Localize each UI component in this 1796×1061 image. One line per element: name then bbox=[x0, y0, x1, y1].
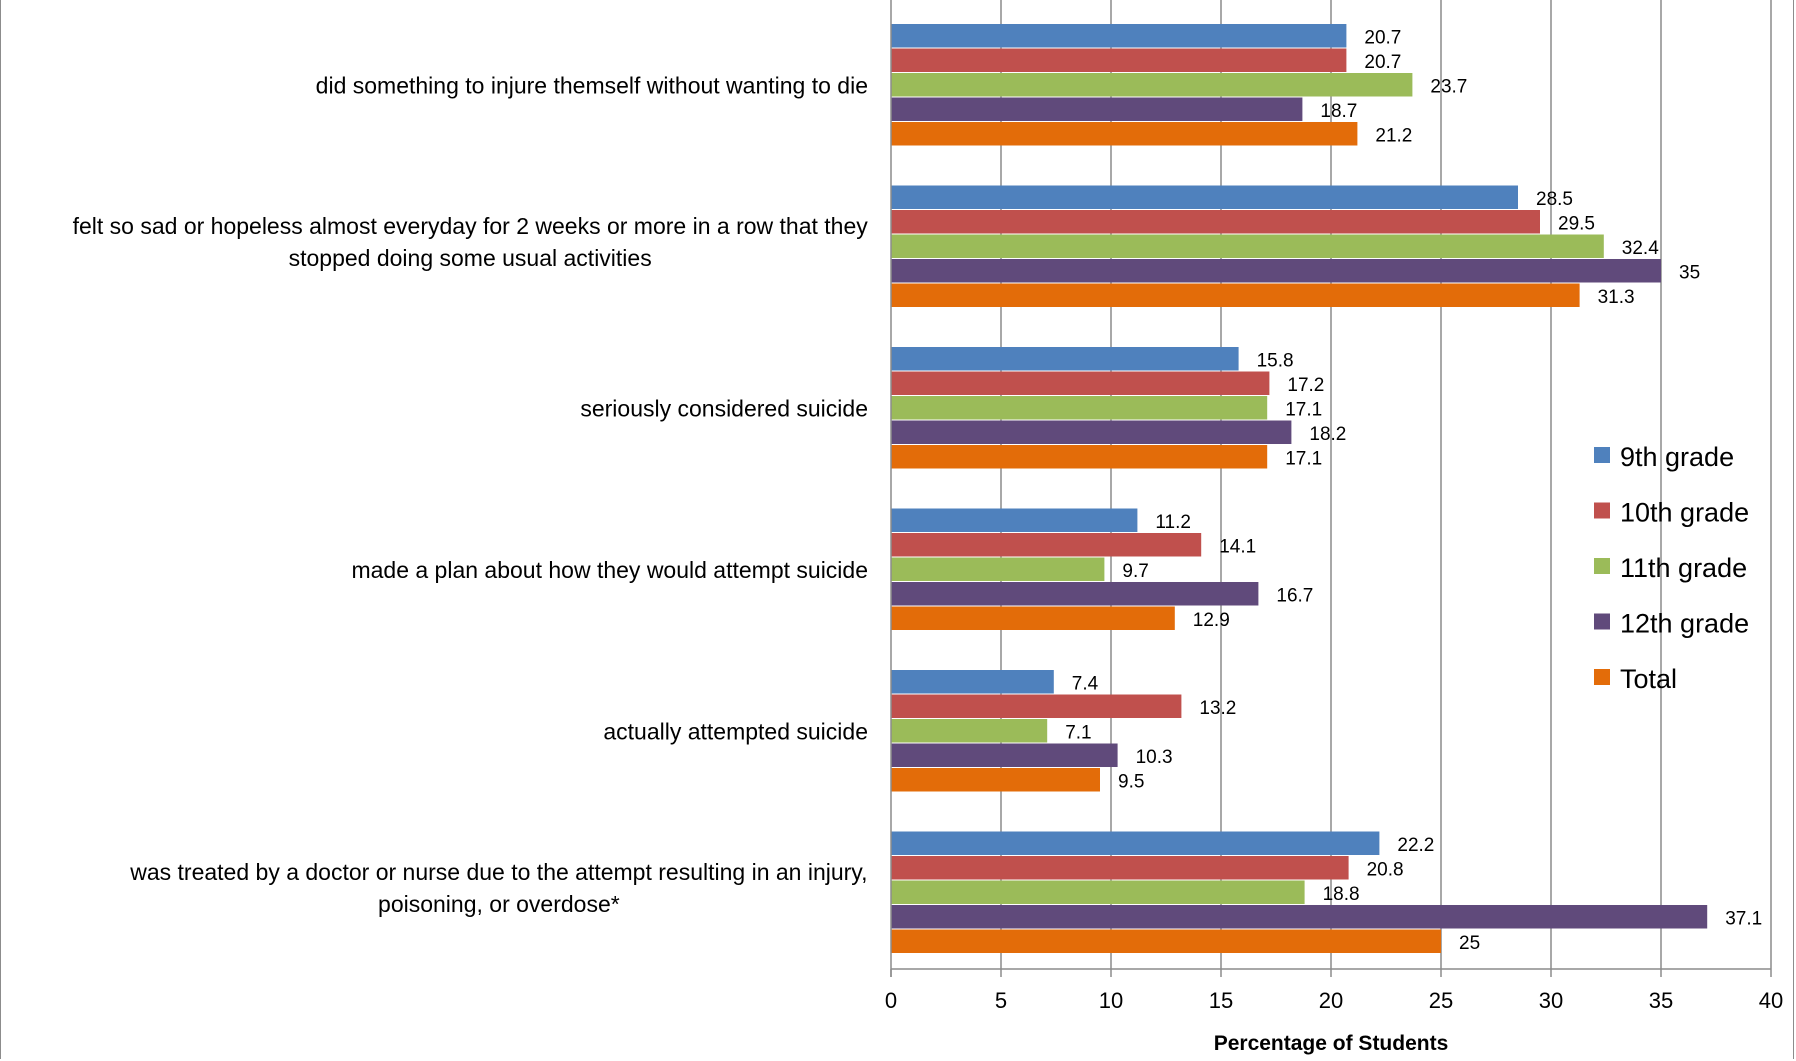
data-label: 22.2 bbox=[1397, 835, 1434, 856]
legend-swatch bbox=[1594, 613, 1610, 630]
data-label: 14.1 bbox=[1219, 536, 1256, 557]
legend-label: 12th grade bbox=[1620, 609, 1749, 639]
bar-total-2 bbox=[891, 445, 1268, 469]
data-label: 37.1 bbox=[1725, 908, 1762, 929]
data-label: 17.2 bbox=[1287, 375, 1324, 396]
bar-11th-grade-5 bbox=[891, 880, 1305, 904]
data-label: 18.2 bbox=[1309, 424, 1346, 445]
bar-12th-grade-3 bbox=[891, 582, 1259, 606]
data-label: 29.5 bbox=[1558, 213, 1595, 234]
bar-total-1 bbox=[891, 283, 1580, 307]
data-label: 7.1 bbox=[1065, 722, 1091, 743]
data-label: 17.1 bbox=[1285, 399, 1322, 420]
data-label: 35 bbox=[1679, 262, 1700, 283]
data-label: 18.8 bbox=[1323, 884, 1360, 905]
bar-12th-grade-0 bbox=[891, 97, 1303, 121]
legend-swatch bbox=[1594, 669, 1610, 685]
category-label: seriously considered suicide bbox=[580, 395, 868, 421]
data-label: 9.7 bbox=[1122, 561, 1148, 582]
x-tick-label: 30 bbox=[1539, 988, 1563, 1013]
category-label: stopped doing some usual activities bbox=[289, 245, 652, 271]
x-tick-label: 35 bbox=[1649, 988, 1673, 1013]
x-tick-label: 15 bbox=[1209, 988, 1233, 1013]
data-label: 32.4 bbox=[1622, 238, 1659, 259]
bar-12th-grade-1 bbox=[891, 259, 1661, 283]
bar-total-4 bbox=[891, 768, 1100, 792]
x-axis-title: Percentage of Students bbox=[1214, 1032, 1449, 1055]
bars: 20.7 20.7 23.7 18.7 21.2 28.5 29.5 32.4 35 31.3 15… bbox=[891, 24, 1762, 954]
bar-11th-grade-4 bbox=[891, 719, 1048, 743]
bar-10th-grade-4 bbox=[891, 694, 1182, 718]
legend-label: 10th grade bbox=[1620, 498, 1749, 528]
bar-9th-grade-2 bbox=[891, 347, 1239, 371]
category-label: felt so sad or hopeless almost everyday … bbox=[73, 213, 869, 239]
data-label: 13.2 bbox=[1199, 698, 1236, 719]
category-label: actually attempted suicide bbox=[603, 718, 868, 744]
data-label: 10.3 bbox=[1136, 747, 1173, 768]
bar-total-5 bbox=[891, 929, 1441, 953]
bar-total-0 bbox=[891, 122, 1358, 146]
bar-9th-grade-3 bbox=[891, 508, 1138, 532]
data-label: 12.9 bbox=[1193, 610, 1230, 631]
bar-12th-grade-5 bbox=[891, 905, 1708, 929]
category-label: poisoning, or overdose* bbox=[378, 891, 620, 917]
bar-9th-grade-0 bbox=[891, 24, 1347, 48]
data-label: 23.7 bbox=[1430, 76, 1467, 97]
data-label: 7.4 bbox=[1072, 673, 1099, 694]
bar-12th-grade-4 bbox=[891, 743, 1118, 767]
data-label: 25 bbox=[1459, 933, 1480, 954]
bar-9th-grade-1 bbox=[891, 185, 1518, 209]
legend-swatch bbox=[1594, 558, 1610, 574]
data-label: 21.2 bbox=[1375, 125, 1412, 146]
x-tick-label: 10 bbox=[1099, 988, 1123, 1013]
data-label: 9.5 bbox=[1118, 771, 1144, 792]
bar-11th-grade-1 bbox=[891, 234, 1604, 258]
x-tick-label: 20 bbox=[1319, 988, 1343, 1013]
legend-label: 9th grade bbox=[1620, 442, 1734, 472]
bar-12th-grade-2 bbox=[891, 420, 1292, 444]
data-label: 11.2 bbox=[1155, 512, 1191, 533]
x-tick-label: 25 bbox=[1429, 988, 1453, 1013]
data-label: 28.5 bbox=[1536, 189, 1573, 210]
category-label: was treated by a doctor or nurse due to … bbox=[129, 859, 867, 885]
data-label: 20.8 bbox=[1367, 859, 1404, 880]
legend-swatch bbox=[1594, 447, 1610, 463]
bar-11th-grade-0 bbox=[891, 73, 1413, 97]
data-label: 15.8 bbox=[1257, 350, 1294, 371]
bar-9th-grade-5 bbox=[891, 831, 1380, 855]
bar-10th-grade-3 bbox=[891, 533, 1202, 557]
bar-10th-grade-1 bbox=[891, 210, 1540, 234]
bar-9th-grade-4 bbox=[891, 670, 1054, 694]
data-label: 20.7 bbox=[1364, 52, 1401, 73]
category-labels: did something to injure themself without… bbox=[73, 72, 869, 917]
category-label: made a plan about how they would attempt… bbox=[351, 557, 868, 583]
bar-total-3 bbox=[891, 606, 1175, 630]
legend-label: Total bbox=[1620, 664, 1677, 694]
x-axis: 0 5 10 15 20 25 30 35 40 bbox=[885, 0, 1783, 1013]
category-label: did something to injure themself without… bbox=[316, 72, 868, 98]
legend-label: 11th grade bbox=[1620, 553, 1747, 583]
x-tick-label: 0 bbox=[885, 988, 897, 1013]
bar-11th-grade-2 bbox=[891, 396, 1268, 420]
x-tick-label: 40 bbox=[1759, 988, 1783, 1013]
legend: 9th grade 10th grade 11th grade 12th grade T… bbox=[1594, 442, 1749, 694]
data-label: 18.7 bbox=[1320, 101, 1357, 122]
data-label: 17.1 bbox=[1285, 448, 1322, 469]
bar-10th-grade-0 bbox=[891, 48, 1347, 72]
data-label: 16.7 bbox=[1276, 585, 1313, 606]
x-tick-label: 5 bbox=[995, 988, 1007, 1013]
bar-11th-grade-3 bbox=[891, 557, 1105, 581]
data-label: 20.7 bbox=[1364, 27, 1401, 48]
bar-10th-grade-5 bbox=[891, 856, 1349, 880]
gridlines bbox=[1000, 0, 1772, 969]
bar-10th-grade-2 bbox=[891, 371, 1270, 395]
data-label: 31.3 bbox=[1598, 287, 1635, 308]
legend-swatch bbox=[1594, 502, 1610, 519]
